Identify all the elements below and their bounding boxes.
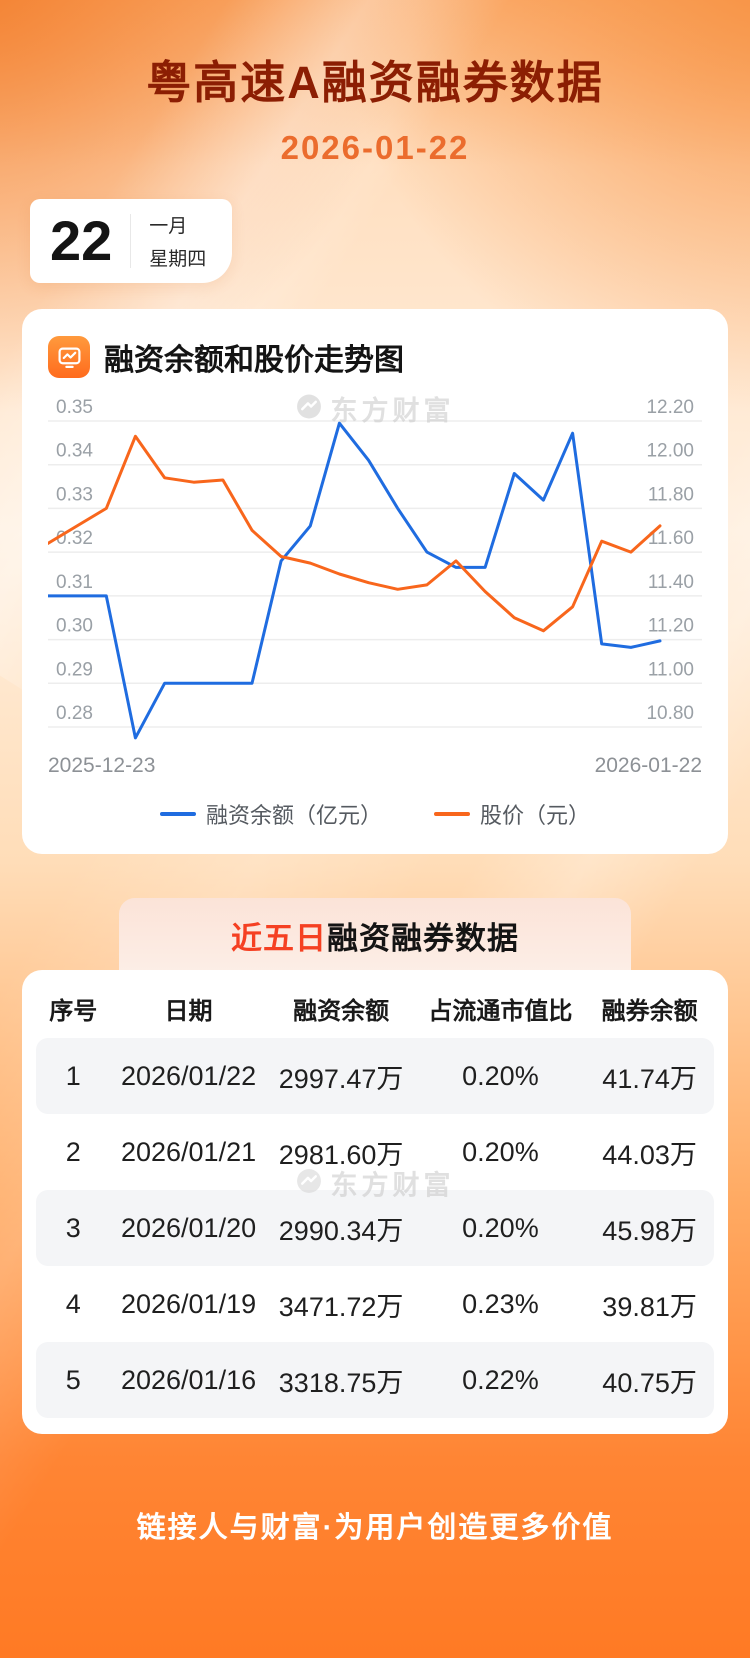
column-header: 融券余额 xyxy=(601,997,698,1025)
table-cell: 2990.34万 xyxy=(266,1190,416,1266)
table-cell: 2026/01/22 xyxy=(110,1038,267,1114)
trend-chart-canvas: 0.35 12.20 0.34 12.00 0.33 11.80 0.32 11.60 0.31… xyxy=(46,397,702,740)
table-header-row: 序号 日期 融资余额 占流通市值比 融券余额 xyxy=(36,978,714,1038)
trend-chart: 东方财富 0.35 12.20 0.34 12.00 0.33 11.80 0.32 11.6… xyxy=(46,393,702,830)
trend-chart-icon xyxy=(48,336,90,378)
legend-item: 融资余额（亿元） xyxy=(159,798,382,830)
svg-text:11.20: 11.20 xyxy=(648,616,694,637)
column-header: 序号 xyxy=(49,997,98,1025)
calendar-weekday: 星期四 xyxy=(149,249,207,270)
table-cell: 5 xyxy=(36,1342,111,1418)
table-cell: 40.75万 xyxy=(585,1342,714,1418)
table-row: 5 2026/01/16 3318.75万 0.22% 40.75万 xyxy=(36,1342,714,1418)
table-cell: 0.20% xyxy=(415,1038,586,1114)
x-axis-start-label: 2025-12-23 xyxy=(48,754,156,777)
svg-text:12.00: 12.00 xyxy=(646,441,694,462)
page-date: 2026-01-22 xyxy=(280,129,470,166)
svg-text:11.40: 11.40 xyxy=(648,572,694,593)
table-cell: 0.23% xyxy=(462,1288,539,1319)
table-cell: 3318.75万 xyxy=(266,1342,416,1418)
table-header-highlight: 近五日 xyxy=(231,921,327,956)
page-title: 粤高速A融资融券数据 xyxy=(146,57,604,108)
svg-text:11.00: 11.00 xyxy=(648,659,694,680)
x-axis-end-label: 2026-01-22 xyxy=(594,754,702,777)
svg-text:0.33: 0.33 xyxy=(56,484,93,505)
table-cell: 3471.72万 xyxy=(278,1291,404,1322)
table-cell: 2997.47万 xyxy=(266,1038,416,1114)
table-cell: 2 xyxy=(65,1136,81,1167)
svg-text:0.35: 0.35 xyxy=(56,397,93,418)
table-cell: 41.74万 xyxy=(585,1038,714,1114)
legend-label: 股价（元） xyxy=(480,803,591,828)
svg-text:12.20: 12.20 xyxy=(646,397,694,418)
table-cell: 0.20% xyxy=(415,1190,586,1266)
table-cell: 4 xyxy=(65,1288,81,1319)
column-header: 占流通市值比 xyxy=(428,997,573,1025)
chart-legend: 融资余额（亿元） 股价（元） xyxy=(48,798,702,830)
calendar-card: 22 一月 星期四 xyxy=(30,199,233,283)
svg-text:0.28: 0.28 xyxy=(56,703,93,724)
table-row: 3 2026/01/20 2990.34万 0.20% 45.98万 xyxy=(36,1190,714,1266)
chart-card: 融资余额和股价走势图 东方财富 0.35 12.20 0.34 12.00 0.33 11… xyxy=(22,309,728,854)
table-cell: 2026/01/16 xyxy=(110,1342,267,1418)
table-card: 东方财富 序号 日期 融资余额 占流通市值比 融券余额 1 20 xyxy=(22,970,728,1434)
svg-text:0.32: 0.32 xyxy=(56,528,93,549)
table-cell: 0.22% xyxy=(415,1342,586,1418)
table-cell: 39.81万 xyxy=(602,1291,697,1322)
table-row: 4 2026/01/19 3471.72万 0.23% 39.81万 xyxy=(36,1266,714,1342)
table-header-rest: 融资融券数据 xyxy=(327,921,519,956)
table-cell: 2981.60万 xyxy=(278,1139,404,1170)
svg-text:0.34: 0.34 xyxy=(56,441,93,462)
svg-text:0.31: 0.31 xyxy=(56,572,93,593)
footer-slogan: 链接人与财富·为用户创造更多价值 xyxy=(136,1512,614,1544)
legend-item: 股价（元） xyxy=(434,798,590,830)
calendar-divider xyxy=(130,214,132,268)
svg-text:10.80: 10.80 xyxy=(646,703,694,724)
table-cell: 44.03万 xyxy=(602,1139,697,1170)
calendar-month: 一月 xyxy=(149,216,188,237)
svg-text:0.30: 0.30 xyxy=(56,616,93,637)
table-cell: 0.20% xyxy=(462,1136,539,1167)
chart-section-title: 融资余额和股价走势图 xyxy=(104,344,404,377)
svg-text:0.29: 0.29 xyxy=(56,659,93,680)
legend-swatch-blue xyxy=(159,812,196,816)
legend-label: 融资余额（亿元） xyxy=(205,803,382,828)
column-header: 日期 xyxy=(164,997,213,1025)
table-cell: 45.98万 xyxy=(585,1190,714,1266)
svg-text:11.60: 11.60 xyxy=(648,528,694,549)
table-cell: 2026/01/19 xyxy=(120,1288,257,1319)
calendar-day: 22 xyxy=(50,209,113,272)
table-cell: 2026/01/20 xyxy=(110,1190,267,1266)
margin-data-table: 序号 日期 融资余额 占流通市值比 融券余额 1 2026/01/22 2997… xyxy=(36,978,714,1418)
svg-text:11.80: 11.80 xyxy=(648,484,694,505)
table-cell: 1 xyxy=(36,1038,111,1114)
column-header: 融资余额 xyxy=(293,997,390,1025)
table-row: 1 2026/01/22 2997.47万 0.20% 41.74万 xyxy=(36,1038,714,1114)
legend-swatch-orange xyxy=(434,812,470,816)
table-row: 2 2026/01/21 2981.60万 0.20% 44.03万 xyxy=(36,1114,714,1190)
table-cell: 3 xyxy=(36,1190,111,1266)
table-cell: 2026/01/21 xyxy=(120,1136,257,1167)
